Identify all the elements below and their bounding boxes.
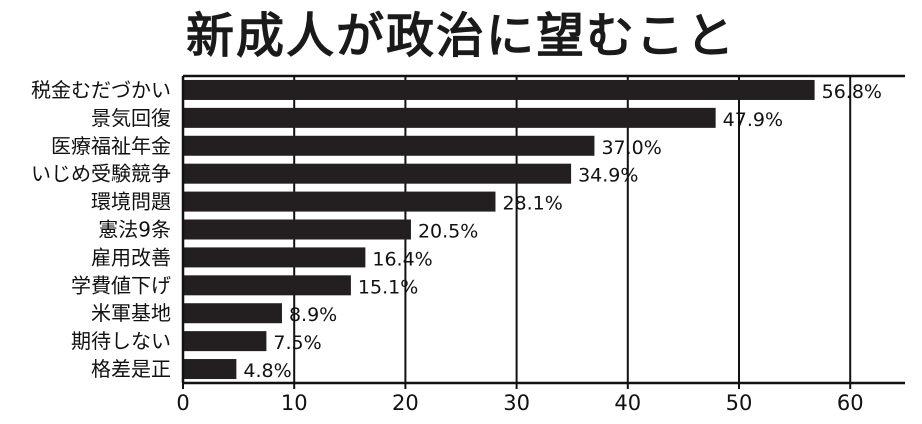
category-label-5: 憲法9条 bbox=[98, 218, 171, 242]
labels: 税金むだづかい 56.8% 景気回復 47.9% 医療福祉年金 37.0% いじめ受験競争 3… bbox=[31, 78, 882, 415]
x-tick-label-50: 50 bbox=[726, 391, 753, 415]
value-label-8: 8.9% bbox=[289, 304, 337, 326]
bar-0 bbox=[183, 79, 815, 100]
x-tick-label-0: 0 bbox=[176, 391, 189, 415]
x-tick-label-40: 40 bbox=[614, 391, 641, 415]
bar-1 bbox=[183, 107, 716, 128]
bar-8 bbox=[183, 303, 282, 324]
bar-3 bbox=[183, 163, 572, 184]
category-label-4: 環境問題 bbox=[91, 190, 171, 214]
bars bbox=[183, 79, 815, 380]
category-label-2: 医療福祉年金 bbox=[51, 134, 171, 158]
value-label-0: 56.8% bbox=[822, 81, 882, 103]
x-tick-label-60: 60 bbox=[837, 391, 864, 415]
category-label-6: 雇用改善 bbox=[91, 245, 171, 269]
bar-4 bbox=[183, 191, 496, 212]
category-label-0: 税金むだづかい bbox=[31, 78, 171, 102]
bar-7 bbox=[183, 275, 351, 296]
value-label-9: 7.5% bbox=[273, 332, 321, 354]
category-label-9: 期待しない bbox=[71, 329, 171, 353]
bar-2 bbox=[183, 135, 595, 156]
x-tick-label-10: 10 bbox=[281, 391, 308, 415]
chart-title: 新成人が政治に望むこと bbox=[185, 8, 736, 64]
value-label-4: 28.1% bbox=[502, 193, 562, 215]
value-label-2: 37.0% bbox=[601, 137, 661, 159]
value-label-1: 47.9% bbox=[723, 109, 783, 131]
value-label-6: 16.4% bbox=[372, 248, 432, 270]
value-label-3: 34.9% bbox=[578, 165, 638, 187]
bar-10 bbox=[183, 359, 237, 380]
axes bbox=[181, 74, 905, 389]
bar-5 bbox=[183, 219, 411, 240]
bar-6 bbox=[183, 247, 366, 268]
category-label-7: 学費値下げ bbox=[71, 273, 171, 297]
x-tick-label-20: 20 bbox=[392, 391, 419, 415]
category-label-8: 米軍基地 bbox=[91, 301, 171, 325]
category-label-1: 景気回復 bbox=[91, 106, 171, 130]
value-label-10: 4.8% bbox=[243, 360, 291, 382]
category-label-3: いじめ受験競争 bbox=[31, 162, 171, 186]
bar-9 bbox=[183, 331, 267, 352]
value-label-5: 20.5% bbox=[418, 221, 478, 243]
value-label-7: 15.1% bbox=[358, 276, 418, 298]
x-tick-label-30: 30 bbox=[503, 391, 530, 415]
category-label-10: 格差是正 bbox=[91, 357, 171, 381]
